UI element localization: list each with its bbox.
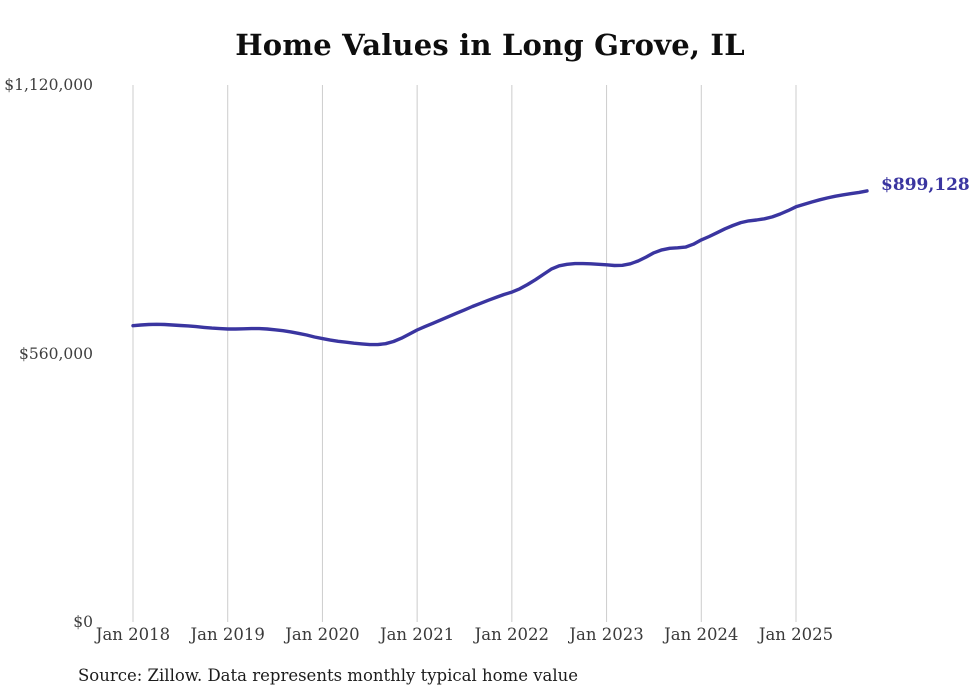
chart-title: Home Values in Long Grove, IL: [235, 28, 745, 62]
x-axis-tick-label: Jan 2022: [474, 625, 550, 644]
source-attribution: Source: Zillow. Data represents monthly …: [78, 666, 579, 685]
home-value-line: [131, 189, 869, 347]
x-axis-tick-label: Jan 2021: [379, 625, 455, 644]
x-axis-tick-label: Jan 2025: [758, 625, 834, 644]
y-axis-tick-label: $1,120,000: [4, 76, 93, 94]
vertical-gridlines: [132, 85, 797, 622]
x-axis-tick-label: Jan 2023: [569, 625, 644, 644]
x-axis-tick-label: Jan 2020: [285, 625, 360, 644]
x-axis-tick-label: Jan 2024: [664, 625, 739, 644]
y-axis-tick-label: $560,000: [19, 344, 93, 363]
latest-value-label: $899,128: [881, 174, 970, 195]
x-axis-tick-label: Jan 2019: [190, 625, 265, 644]
x-axis-tick-label: Jan 2018: [95, 625, 171, 644]
y-axis-tick-label: $0: [73, 613, 93, 631]
